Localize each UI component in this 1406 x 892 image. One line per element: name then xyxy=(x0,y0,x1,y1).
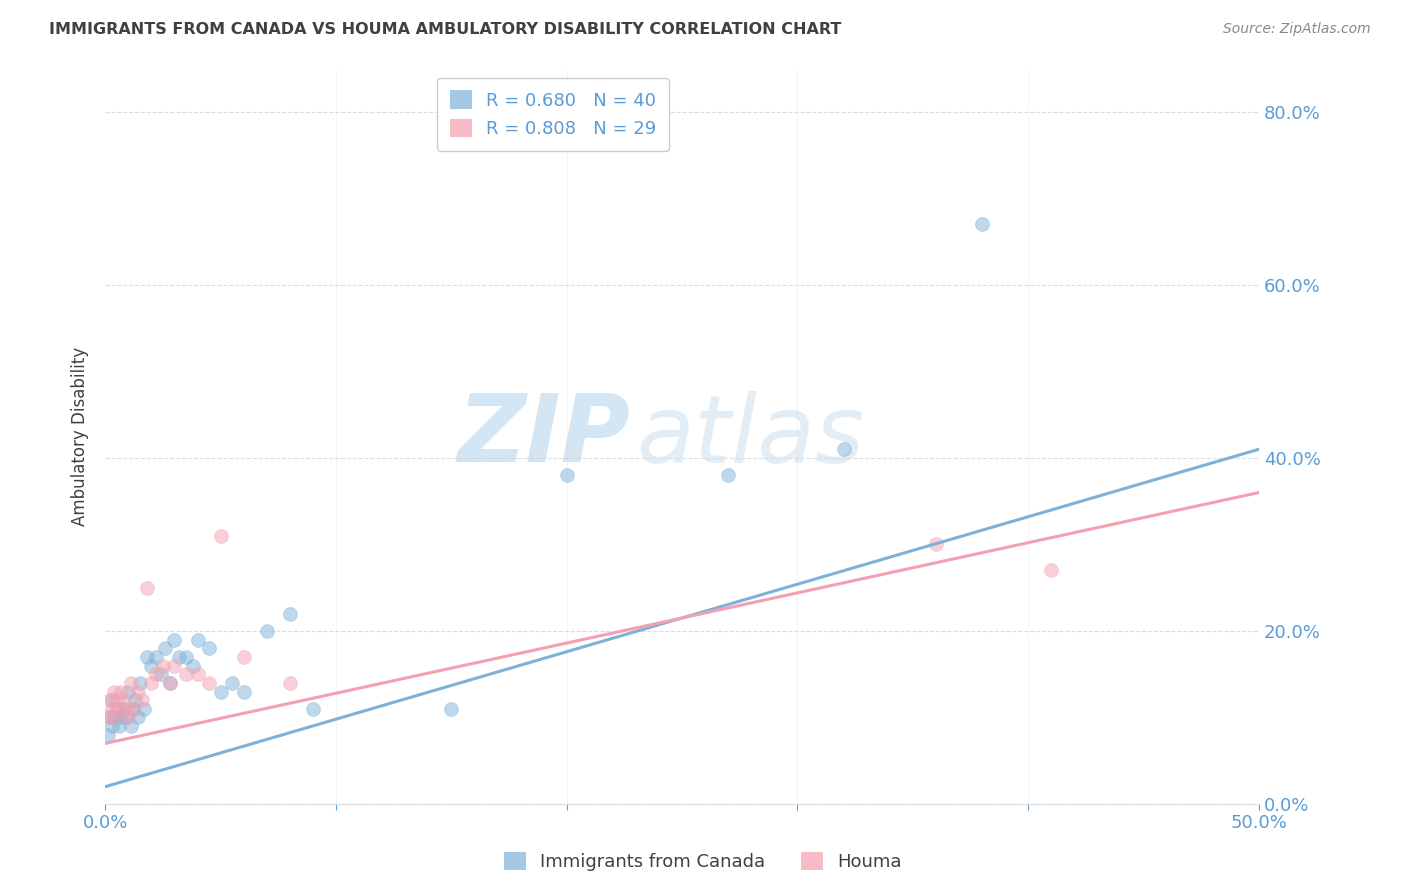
Point xyxy=(174,667,197,681)
Point xyxy=(209,529,232,543)
Point xyxy=(209,684,232,698)
Point xyxy=(128,676,150,690)
Point xyxy=(103,710,125,724)
Text: Source: ZipAtlas.com: Source: ZipAtlas.com xyxy=(1223,22,1371,37)
Point xyxy=(117,710,139,724)
Point xyxy=(101,719,124,733)
Point xyxy=(103,710,125,724)
Point xyxy=(105,702,128,716)
Point xyxy=(122,702,145,716)
Point xyxy=(155,641,177,656)
Legend: Immigrants from Canada, Houma: Immigrants from Canada, Houma xyxy=(496,845,910,879)
Point xyxy=(127,684,149,698)
Point xyxy=(127,710,149,724)
Point xyxy=(134,702,156,716)
Point xyxy=(120,676,142,690)
Point xyxy=(98,693,121,707)
Point xyxy=(163,632,186,647)
Point xyxy=(278,607,301,621)
Point xyxy=(101,702,124,716)
Point xyxy=(131,693,153,707)
Point xyxy=(302,702,325,716)
Point xyxy=(186,667,208,681)
Point xyxy=(96,728,118,742)
Point xyxy=(232,649,254,664)
Point xyxy=(122,702,145,716)
Point xyxy=(145,649,167,664)
Point xyxy=(174,649,197,664)
Point xyxy=(135,581,157,595)
Point xyxy=(141,676,163,690)
Y-axis label: Ambulatory Disability: Ambulatory Disability xyxy=(72,347,89,525)
Point xyxy=(970,217,993,231)
Point xyxy=(152,658,174,673)
Point xyxy=(149,667,172,681)
Point xyxy=(256,624,278,638)
Point xyxy=(159,676,181,690)
Point xyxy=(1040,563,1063,577)
Point xyxy=(198,641,221,656)
Text: atlas: atlas xyxy=(636,391,865,482)
Point xyxy=(98,710,121,724)
Point xyxy=(198,676,221,690)
Legend: R = 0.680   N = 40, R = 0.808   N = 29: R = 0.680 N = 40, R = 0.808 N = 29 xyxy=(437,78,669,151)
Point xyxy=(96,710,118,724)
Point xyxy=(101,693,124,707)
Point xyxy=(108,702,131,716)
Point xyxy=(925,537,948,551)
Point xyxy=(124,693,146,707)
Point xyxy=(717,468,740,483)
Point xyxy=(103,684,125,698)
Point xyxy=(832,442,855,457)
Point xyxy=(141,658,163,673)
Text: IMMIGRANTS FROM CANADA VS HOUMA AMBULATORY DISABILITY CORRELATION CHART: IMMIGRANTS FROM CANADA VS HOUMA AMBULATO… xyxy=(49,22,842,37)
Point xyxy=(167,649,190,664)
Point xyxy=(555,468,578,483)
Point xyxy=(115,702,138,716)
Point xyxy=(108,719,131,733)
Point xyxy=(105,693,128,707)
Point xyxy=(186,632,208,647)
Point xyxy=(181,658,204,673)
Point xyxy=(278,676,301,690)
Point xyxy=(163,658,186,673)
Point xyxy=(112,693,135,707)
Point xyxy=(145,667,167,681)
Point xyxy=(110,710,132,724)
Point xyxy=(440,702,463,716)
Point xyxy=(232,684,254,698)
Point xyxy=(135,649,157,664)
Point xyxy=(120,719,142,733)
Point xyxy=(110,684,132,698)
Point xyxy=(115,710,138,724)
Point xyxy=(221,676,243,690)
Text: ZIP: ZIP xyxy=(457,391,630,483)
Point xyxy=(112,702,135,716)
Point xyxy=(159,676,181,690)
Point xyxy=(117,684,139,698)
